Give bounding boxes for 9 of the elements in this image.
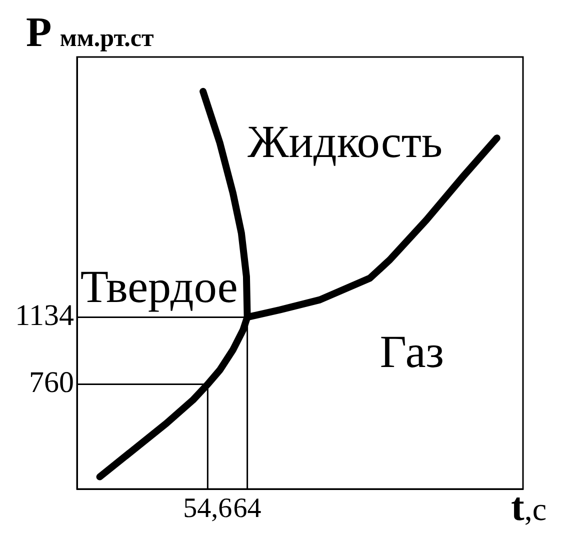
annotation: Твердое [80, 260, 238, 312]
x-axis-title: t,c [511, 484, 547, 529]
y-axis-title: P мм.рт.ст [26, 10, 154, 56]
annotation: Жидкость [248, 116, 442, 168]
x-tick-label: 64 [233, 493, 262, 524]
annotation: Газ [380, 326, 444, 378]
y-tick-label: 760 [29, 366, 74, 400]
y-tick-label: 1134 [15, 299, 74, 332]
x-tick-label: 54,6 [183, 493, 232, 524]
